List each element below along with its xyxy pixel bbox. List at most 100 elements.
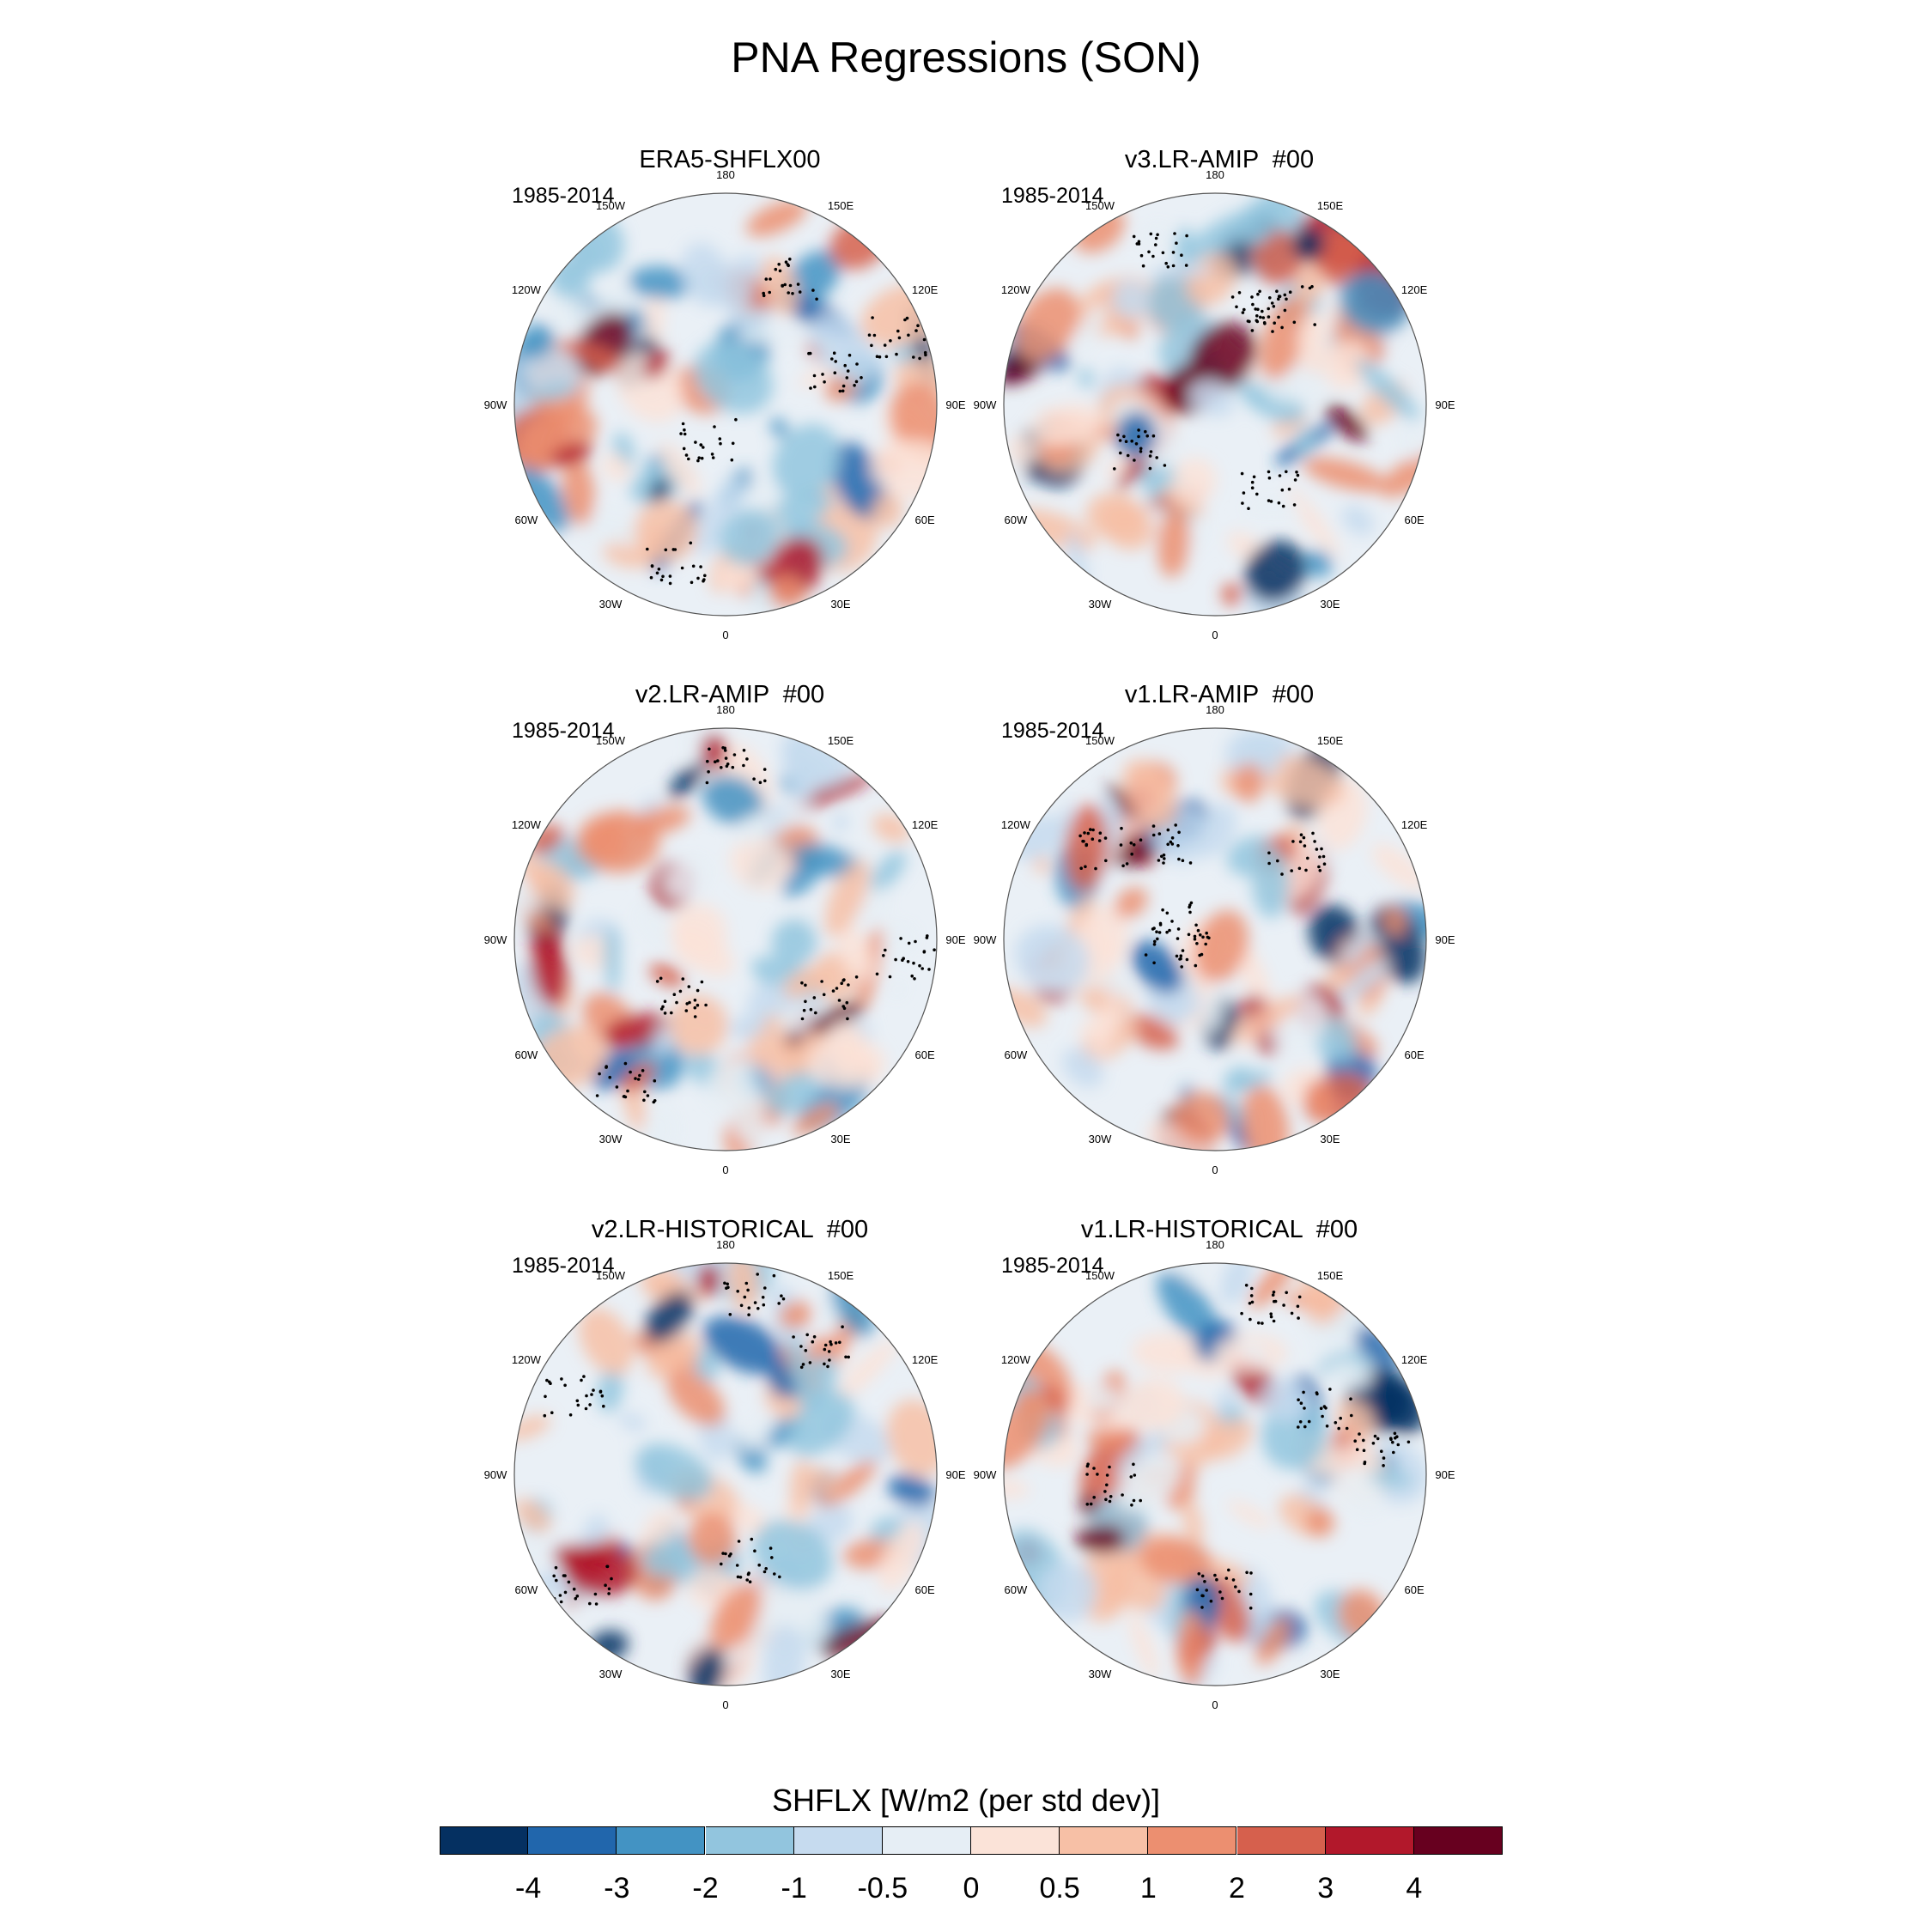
colorbar-tick-label: -1 [781,1872,807,1905]
panel-period: 1985-2014 [512,719,615,743]
longitude-label: 150W [596,1269,626,1282]
longitude-label: 90E [945,1468,965,1481]
longitude-label: 150E [828,734,854,747]
polar-map: 180 150E 120E 90E 60E 30E 0 30W 60W 90W 120W 150W [974,1238,1455,1711]
longitude-label: 90W [974,1468,997,1481]
polar-map: 180 150E 120E 90E 60E 30E 0 30W 60W 90W 120W 150W [484,703,966,1176]
map-panel: v2.LR-HISTORICAL #00 1985-2014 180 150E 120E… [484,1216,970,1722]
longitude-label: 90W [974,933,997,946]
longitude-label: 0 [1212,629,1218,641]
longitude-label: 60E [915,1583,935,1596]
colorbar-tick-label: 2 [1229,1872,1245,1905]
longitude-label: 90W [484,398,507,411]
longitude-label: 0 [722,1163,728,1176]
significance-stippling [595,746,936,1104]
longitude-label: 30W [599,598,623,611]
longitude-label: 30W [599,1668,623,1680]
panel-title: v2.LR-HISTORICAL #00 [591,1216,869,1243]
colorbar-box [793,1826,883,1855]
longitude-label: 90W [484,933,507,946]
longitude-label: 60W [1005,513,1028,526]
longitude-label: 60W [515,1583,538,1596]
longitude-label: 90W [484,1468,507,1481]
longitude-label: 30E [830,1668,850,1680]
colorbar-box [1236,1826,1326,1855]
colorbar-box [617,1826,706,1855]
longitude-label: 30W [1089,1133,1112,1145]
longitude-label: 120E [1401,283,1428,296]
significance-stippling [1085,1284,1411,1610]
shaded-field [1004,1263,1426,1686]
longitude-label: 30W [599,1133,623,1145]
map-boundary [513,1262,938,1686]
colorbar-box [971,1826,1060,1855]
panel-period: 1985-2014 [512,184,615,208]
longitude-label: 30W [1089,1668,1112,1680]
longitude-label: 180 [716,703,735,716]
map-panel: v2.LR-AMIP #00 1985-2014 180 150E 120E 90E 60E… [484,681,970,1188]
map-panel: v1.LR-AMIP #00 1985-2014 180 150E 120E 90E 60E… [974,681,1460,1188]
polar-map: 180 150E 120E 90E 60E 30E 0 30W 60W 90W 120W 150W [484,1238,966,1711]
shaded-field [514,1263,937,1686]
colorbar-box [440,1826,529,1855]
colorbar-box [1413,1826,1503,1855]
longitude-label: 60E [1405,513,1425,526]
significance-stippling [1113,232,1316,510]
longitude-label: 60W [1005,1048,1028,1061]
main-title: PNA Regressions (SON) [731,33,1201,82]
longitude-label: 150W [1085,734,1115,747]
panel-period: 1985-2014 [1001,1254,1104,1278]
significance-stippling [1078,823,1327,969]
longitude-label: 150E [828,1269,854,1282]
longitude-label: 180 [716,168,735,181]
longitude-label: 60E [915,1048,935,1061]
longitude-label: 120W [512,1353,542,1366]
panel-period: 1985-2014 [512,1254,615,1278]
colorbar-tick-label: 0 [963,1872,980,1905]
shaded-field [1004,728,1426,1151]
longitude-label: 60W [515,513,538,526]
shaded-field [1004,193,1426,616]
longitude-label: 30W [1089,598,1112,611]
longitude-label: 60W [1005,1583,1028,1596]
colorbar-tick-label: -0.5 [857,1872,908,1905]
longitude-label: 120W [512,283,542,296]
longitude-label: 150W [1085,1269,1115,1282]
colorbar-tick-label: 4 [1406,1872,1423,1905]
longitude-label: 0 [1212,1698,1218,1711]
longitude-label: 30E [1320,1133,1340,1145]
colorbar-tick-label: 1 [1139,1872,1157,1905]
polar-map: 180 150E 120E 90E 60E 30E 0 30W 60W 90W 120W 150W [484,168,966,641]
longitude-label: 0 [1212,1163,1218,1176]
panel-title: ERA5-SHFLX00 [639,146,821,173]
map-panel: v1.LR-HISTORICAL #00 1985-2014 180 150E 120E… [974,1216,1460,1722]
longitude-label: 120W [1001,1353,1031,1366]
longitude-label: 150E [1317,199,1344,212]
longitude-label: 90E [945,398,965,411]
longitude-label: 150W [1085,199,1115,212]
longitude-label: 90E [1435,933,1455,946]
colorbar [440,1826,1503,1855]
longitude-label: 90W [974,398,997,411]
longitude-label: 90E [1435,1468,1455,1481]
panel-title: v1.LR-HISTORICAL #00 [1080,1216,1358,1243]
map-boundary [513,727,938,1151]
map-panel: ERA5-SHFLX00 1985-2014 180 150E 120E 90E 60E 30… [484,146,970,653]
colorbar-box [1060,1826,1149,1855]
longitude-label: 0 [722,629,728,641]
panel-title: v3.LR-AMIP #00 [1124,146,1315,173]
colorbar-tick-label: -2 [692,1872,719,1905]
longitude-label: 90E [1435,398,1455,411]
colorbar-box [882,1826,971,1855]
longitude-label: 120W [1001,818,1031,831]
longitude-label: 120W [512,818,542,831]
longitude-label: 60E [1405,1583,1425,1596]
colorbar-box [1325,1826,1414,1855]
shaded-field [514,193,937,616]
longitude-label: 150W [596,199,626,212]
longitude-label: 150W [596,734,626,747]
significance-stippling [646,258,927,586]
longitude-label: 30E [830,598,850,611]
colorbar-tick-label: -3 [604,1872,630,1905]
longitude-label: 120E [1401,1353,1428,1366]
